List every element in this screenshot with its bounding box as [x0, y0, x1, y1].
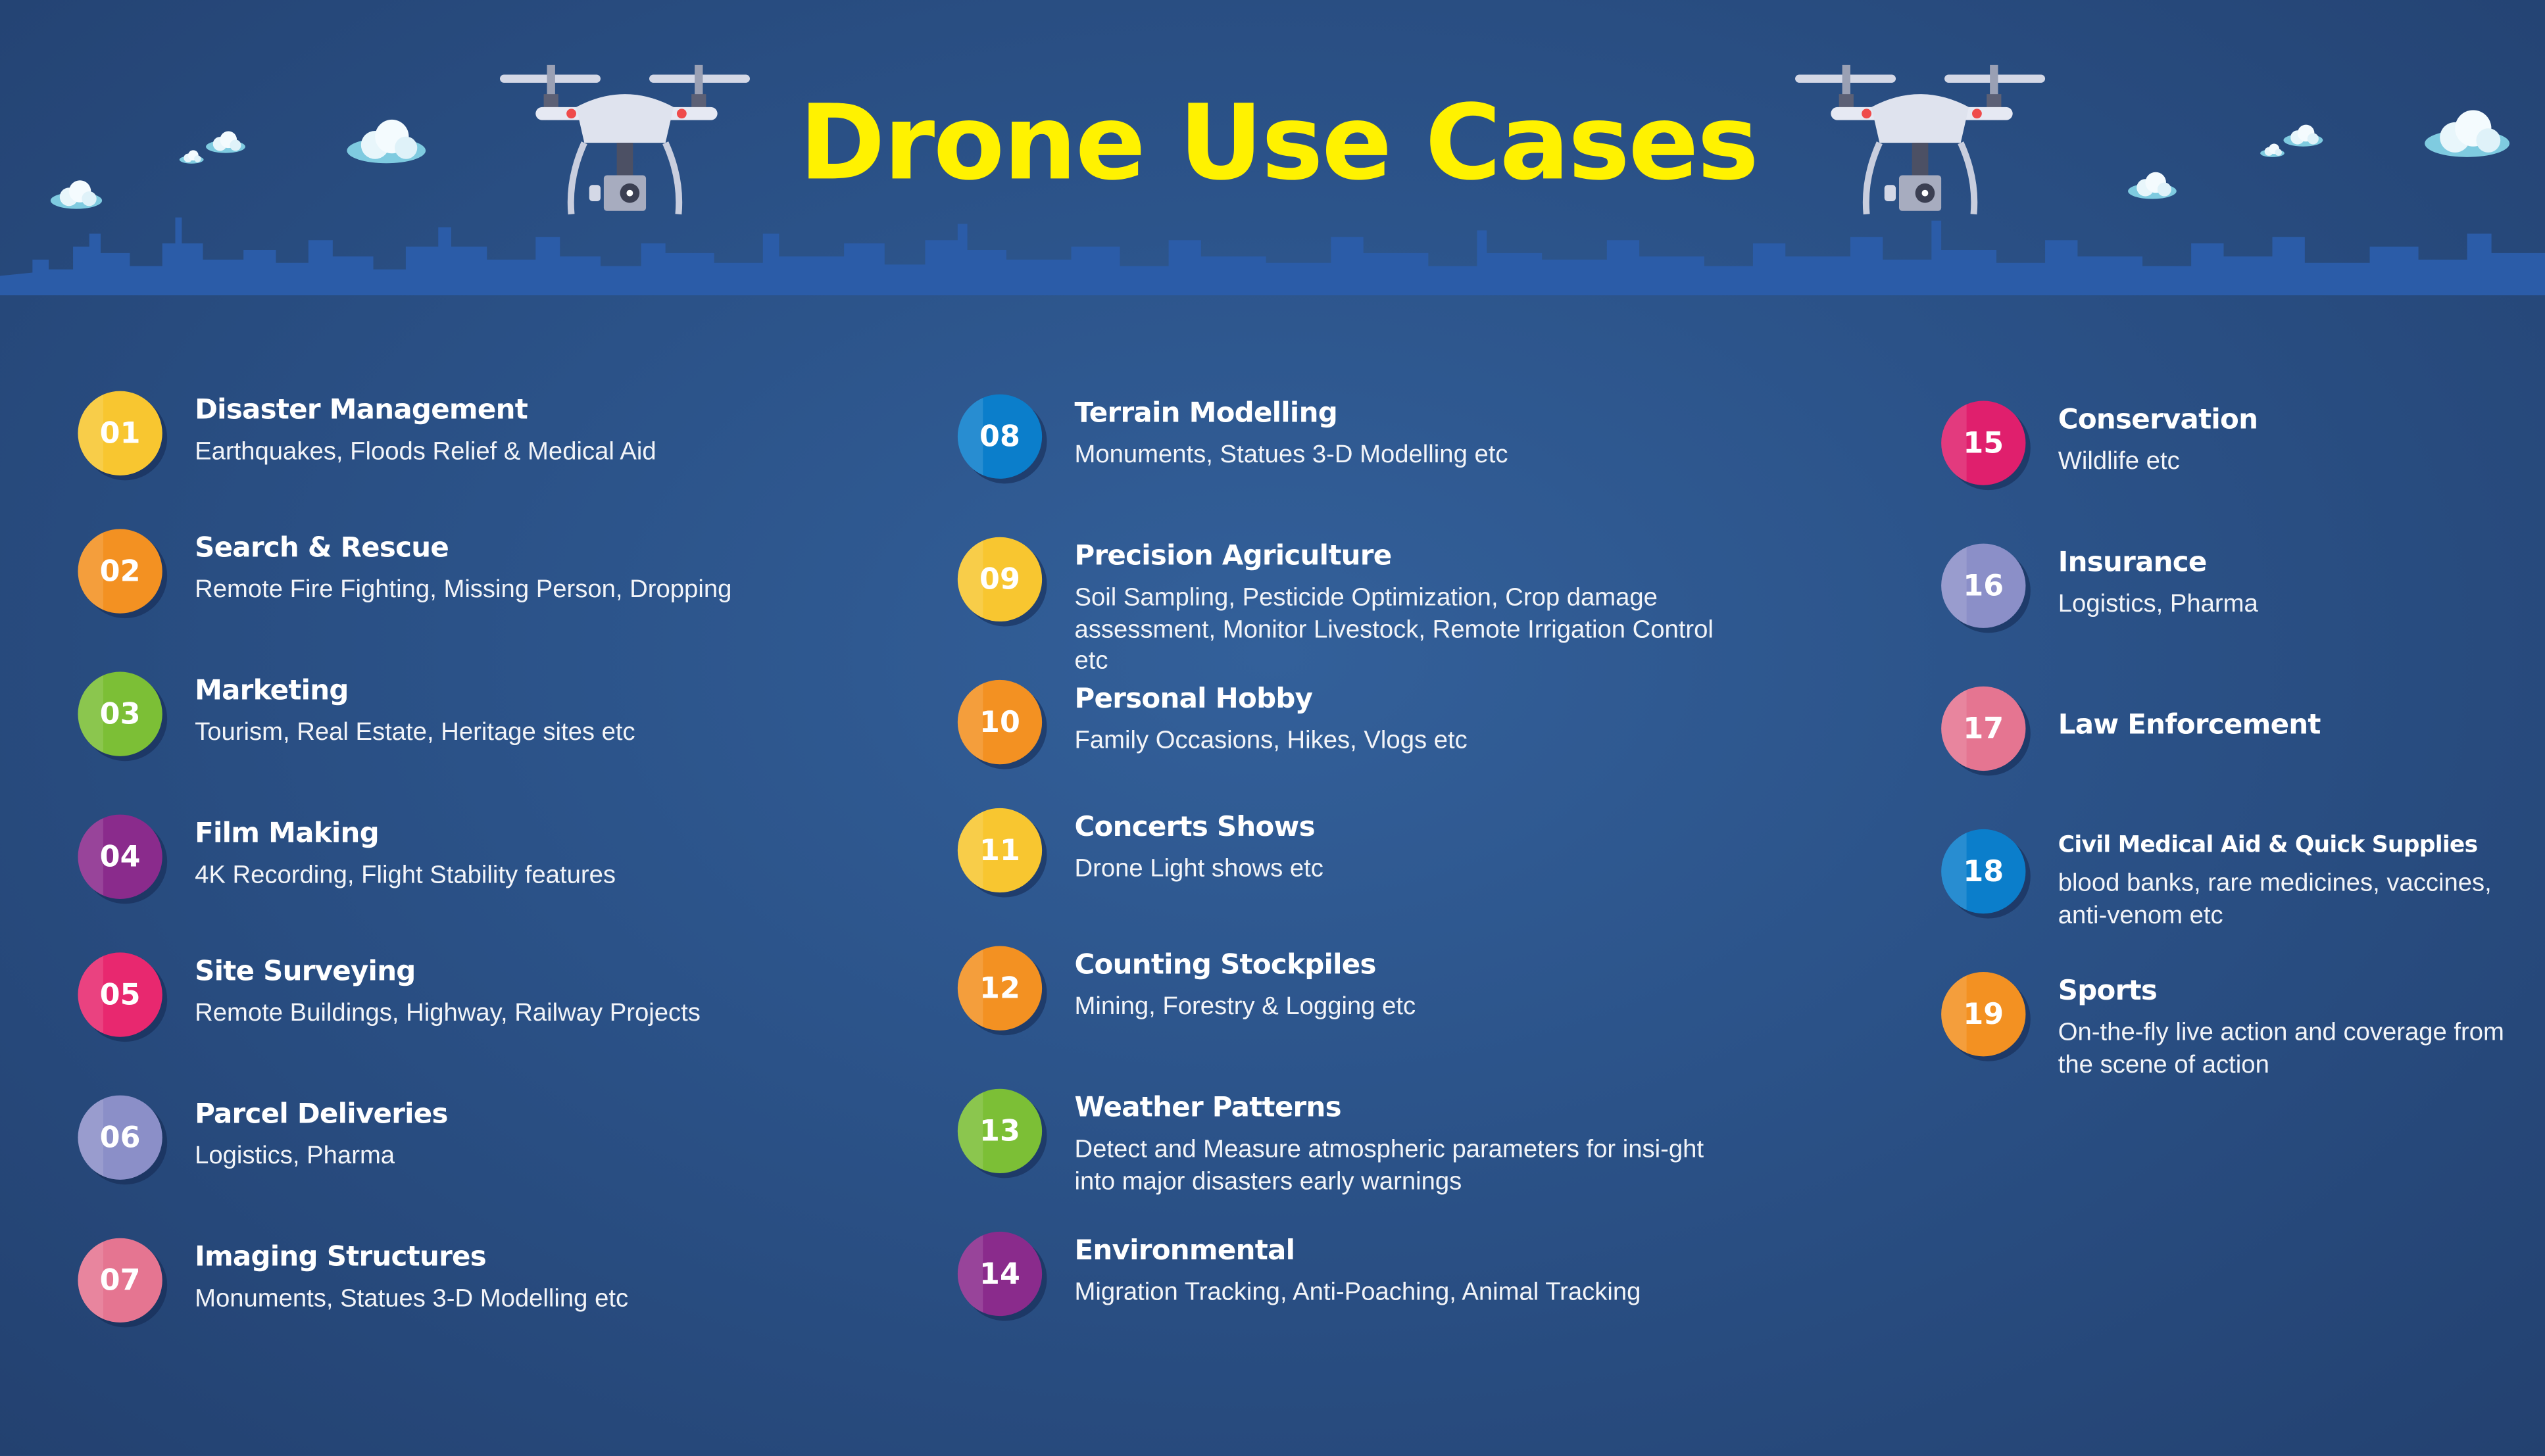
number-label: 07 — [99, 1263, 141, 1298]
use-case-title: Conservation — [2058, 404, 2258, 437]
use-case-title: Insurance — [2058, 546, 2208, 579]
cloud-icon — [347, 119, 426, 164]
use-case-description: Remote Fire Fighting, Missing Person, Dr… — [195, 575, 732, 604]
use-case-description: Migration Tracking, Anti-Poaching, Anima… — [1074, 1278, 1641, 1307]
number-label: 03 — [99, 696, 141, 731]
number-label: 10 — [979, 705, 1020, 739]
use-case-title: Law Enforcement — [2058, 709, 2321, 742]
number-badge: 08 — [957, 394, 1043, 479]
number-badge: 11 — [957, 808, 1043, 893]
use-case-description: Family Occasions, Hikes, Vlogs etc — [1074, 727, 1468, 755]
use-case-title: Environmental — [1074, 1234, 1295, 1268]
cloud-icon — [2283, 124, 2323, 147]
number-badge: 05 — [78, 952, 162, 1037]
use-case-title: Sports — [2058, 975, 2158, 1008]
number-label: 15 — [1963, 425, 2004, 460]
use-case-title: Site Surveying — [195, 956, 416, 988]
use-case-title: Imaging Structures — [195, 1241, 487, 1274]
drone-icon — [499, 64, 750, 215]
use-case-title: Personal Hobby — [1074, 683, 1313, 716]
number-badge: 07 — [78, 1238, 162, 1323]
use-case-title: Weather Patterns — [1074, 1092, 1341, 1125]
use-case-description: Wildlife etc — [2058, 448, 2180, 475]
number-label: 04 — [99, 839, 141, 874]
number-label: 14 — [979, 1257, 1020, 1291]
use-case-description: Drone Light shows etc — [1074, 855, 1323, 883]
number-badge: 14 — [957, 1231, 1043, 1317]
cloud-icon — [206, 131, 245, 153]
city-skyline-graphic — [0, 217, 2545, 296]
use-case-title: Counting Stockpiles — [1074, 949, 1376, 982]
number-label: 09 — [979, 562, 1020, 596]
use-case-description: 4K Recording, Flight Stability features — [195, 861, 616, 890]
use-case-description: Logistics, Pharma — [195, 1142, 395, 1171]
use-case-description: Mining, Forestry & Logging etc — [1074, 993, 1416, 1021]
number-label: 05 — [99, 977, 141, 1012]
number-badge: 16 — [1941, 543, 2026, 628]
number-badge: 03 — [78, 671, 162, 756]
use-case-description: Soil Sampling, Pesticide Optimization, C… — [1074, 584, 1714, 675]
cloud-icon — [179, 150, 204, 164]
number-label: 01 — [99, 416, 141, 450]
drone-icon — [1795, 64, 2046, 215]
number-badge: 13 — [957, 1088, 1043, 1174]
cloud-icon — [2425, 110, 2510, 157]
number-label: 17 — [1963, 711, 2004, 746]
use-case-description: Remote Buildings, Highway, Railway Proje… — [195, 999, 701, 1027]
use-case-title: Parcel Deliveries — [195, 1098, 448, 1131]
number-badge: 06 — [78, 1095, 162, 1180]
use-case-description: blood banks, rare medicines, vaccines, a… — [2058, 869, 2492, 929]
use-case-description: Monuments, Statues 3-D Modelling etc — [195, 1285, 629, 1313]
number-badge: 12 — [957, 946, 1043, 1031]
use-case-title: Precision Agriculture — [1074, 540, 1392, 573]
use-case-description: Earthquakes, Floods Relief & Medical Aid — [195, 438, 656, 466]
number-label: 16 — [1963, 568, 2004, 603]
use-case-description: Monuments, Statues 3-D Modelling etc — [1074, 441, 1508, 470]
number-badge: 19 — [1941, 972, 2026, 1057]
use-case-title: Concerts Shows — [1074, 811, 1315, 844]
number-badge: 18 — [1941, 829, 2026, 914]
use-case-title: Marketing — [195, 675, 349, 708]
number-badge: 01 — [78, 391, 162, 475]
number-badge: 04 — [78, 814, 162, 899]
number-label: 13 — [979, 1113, 1020, 1148]
use-case-description: Detect and Measure atmospheric parameter… — [1074, 1136, 1704, 1196]
cloud-icon — [2128, 172, 2177, 199]
number-label: 08 — [979, 419, 1020, 454]
number-label: 02 — [99, 554, 141, 589]
number-label: 18 — [1963, 854, 2004, 888]
use-case-title: Civil Medical Aid & Quick Supplies — [2058, 832, 2478, 859]
use-case-description: On-the-fly live action and coverage from… — [2058, 1019, 2504, 1079]
use-case-description: Tourism, Real Estate, Heritage sites etc — [195, 719, 635, 747]
use-case-title: Search & Rescue — [195, 532, 449, 565]
use-case-title: Terrain Modelling — [1074, 397, 1337, 430]
use-case-title: Disaster Management — [195, 394, 528, 427]
number-label: 11 — [979, 833, 1020, 867]
use-case-description: Logistics, Pharma — [2058, 591, 2258, 619]
number-badge: 15 — [1941, 400, 2026, 485]
page-title: Drone Use Cases — [799, 84, 1759, 205]
number-badge: 17 — [1941, 686, 2026, 771]
number-badge: 10 — [957, 679, 1043, 765]
number-label: 12 — [979, 971, 1020, 1006]
cloud-icon — [2260, 143, 2285, 157]
number-label: 19 — [1963, 997, 2004, 1032]
use-case-title: Film Making — [195, 817, 380, 850]
number-label: 06 — [99, 1120, 141, 1155]
number-badge: 02 — [78, 529, 162, 614]
number-badge: 09 — [957, 537, 1043, 622]
cloud-icon — [50, 180, 103, 209]
